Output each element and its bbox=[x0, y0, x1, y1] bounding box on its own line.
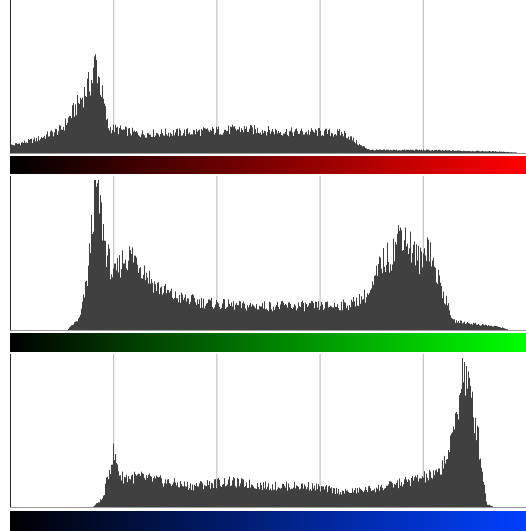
green-channel-panel bbox=[0, 176, 526, 354]
green-histogram-baseline bbox=[10, 330, 526, 331]
red-gradient-bar bbox=[10, 156, 526, 174]
blue-histogram-bars bbox=[93, 358, 493, 507]
blue-gradient-bar bbox=[10, 511, 526, 531]
green-histogram bbox=[10, 176, 508, 330]
blue-histogram bbox=[10, 354, 493, 507]
blue-histogram-baseline bbox=[10, 507, 526, 508]
blue-channel-panel bbox=[0, 354, 526, 531]
red-histogram-baseline bbox=[10, 153, 526, 154]
red-histogram-bars bbox=[10, 54, 517, 153]
red-channel-panel bbox=[0, 0, 526, 176]
red-histogram bbox=[10, 0, 517, 153]
green-histogram-bars bbox=[68, 180, 508, 330]
green-gradient-bar bbox=[10, 333, 526, 352]
